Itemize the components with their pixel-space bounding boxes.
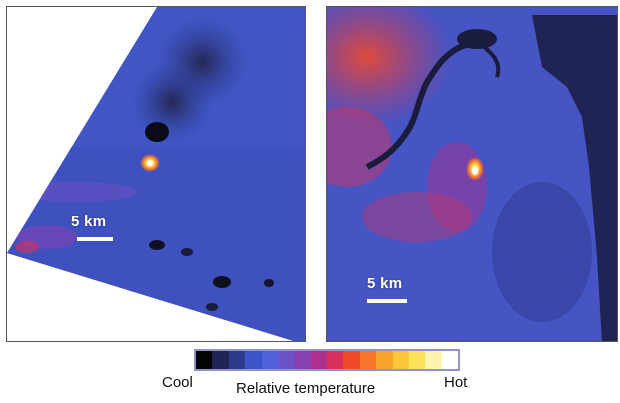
scale-bar-left <box>77 237 113 241</box>
temperature-colorbar <box>194 349 460 371</box>
colorbar-swatch <box>228 351 246 369</box>
legend-cool-label: Cool <box>162 374 193 391</box>
thermal-image-right: 5 km <box>326 6 618 342</box>
colorbar-swatch <box>277 351 295 369</box>
scale-label-left: 5 km <box>71 213 107 230</box>
colorbar-swatch <box>212 351 229 369</box>
colorbar-swatch <box>261 351 278 369</box>
colorbar-swatch <box>327 351 344 369</box>
colorbar-swatch <box>376 351 393 369</box>
scale-bar-right <box>367 299 407 303</box>
colorbar-swatch <box>294 351 311 369</box>
colorbar-swatch <box>343 351 360 369</box>
colorbar-swatch <box>196 351 213 369</box>
thermal-image-left: 5 km <box>6 6 306 342</box>
colorbar-swatch <box>359 351 377 369</box>
legend-title: Relative temperature <box>236 380 376 397</box>
legend-hot-label: Hot <box>444 374 468 391</box>
colorbar-swatch <box>408 351 426 369</box>
colorbar-swatch <box>441 351 458 369</box>
scale-label-right: 5 km <box>367 275 403 292</box>
colorbar-swatch <box>245 351 262 369</box>
thermal-map-left <box>7 7 305 341</box>
colorbar-swatch <box>310 351 327 369</box>
colorbar-swatch <box>425 351 442 369</box>
colorbar-swatch <box>392 351 409 369</box>
thermal-map-right <box>327 7 617 341</box>
